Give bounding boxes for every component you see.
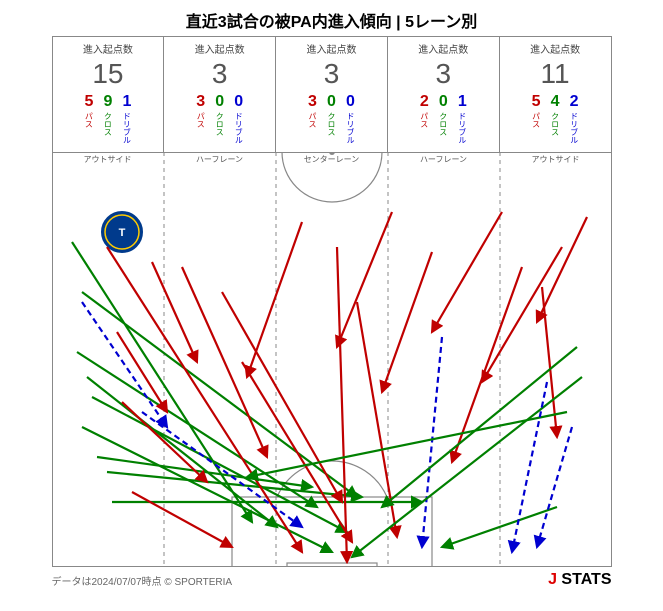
lane-header: 進入起点数 (502, 41, 609, 56)
breakdown-value: 5 (532, 94, 541, 110)
breakdown-label: ドリブル (233, 112, 244, 144)
lane-breakdown: 2 パス 0 クロス 1 ドリブル (390, 94, 497, 144)
breakdown-value: 3 (196, 94, 205, 110)
lane-total: 3 (278, 58, 385, 90)
lane-stat: 進入起点数 3 3 パス 0 クロス 0 ドリブル (276, 37, 388, 152)
breakdown-label: ドリブル (121, 112, 132, 144)
lane-total: 11 (502, 58, 609, 90)
lane-header: 進入起点数 (55, 41, 162, 56)
arrow-cross (382, 347, 577, 507)
breakdown-cross: 9 クロス (102, 94, 113, 144)
lane-stat: 進入起点数 15 5 パス 9 クロス 1 ドリブル (53, 37, 165, 152)
breakdown-value: 0 (346, 94, 355, 110)
breakdown-label: クロス (326, 112, 337, 136)
lane-stats-row: 進入起点数155パス9クロス1ドリブル進入起点数33パス0クロス0ドリブル進入起… (52, 36, 612, 152)
breakdown-value: 0 (215, 94, 224, 110)
lane-stat: 進入起点数 3 2 パス 0 クロス 1 ドリブル (388, 37, 500, 152)
arrow-pass (117, 332, 167, 412)
arrow-pass (247, 222, 302, 377)
svg-text:T: T (118, 227, 125, 239)
arrow-pass (337, 247, 347, 562)
lane-breakdown: 3 パス 0 クロス 0 ドリブル (166, 94, 273, 144)
breakdown-pass: 2 パス (419, 94, 430, 144)
breakdown-label: ドリブル (345, 112, 356, 144)
breakdown-label: ドリブル (457, 112, 468, 144)
lane-breakdown: 5 パス 9 クロス 1 ドリブル (55, 94, 162, 144)
chart-container: 直近3試合の被PA内進入傾向 | 5レーン別 進入起点数155パス9クロス1ドリ… (0, 0, 663, 611)
arrow-pass (152, 262, 197, 362)
chart-title: 直近3試合の被PA内進入傾向 | 5レーン別 (0, 0, 663, 36)
logo-j: J (548, 571, 557, 588)
breakdown-label: パス (531, 112, 542, 128)
arrow-cross (82, 292, 357, 497)
breakdown-cross: 0 クロス (214, 94, 225, 144)
pitch-wrap: アウトサイドハーフレーンセンターレーンハーフレーンアウトサイド T (52, 152, 612, 567)
arrow-pass (122, 402, 207, 482)
breakdown-label: クロス (102, 112, 113, 136)
breakdown-dribble: 1 ドリブル (121, 94, 132, 144)
breakdown-value: 5 (84, 94, 93, 110)
breakdown-label: クロス (214, 112, 225, 136)
breakdown-value: 0 (234, 94, 243, 110)
breakdown-pass: 5 パス (83, 94, 94, 144)
arrow-cross (352, 377, 582, 557)
pitch-svg: T (52, 152, 612, 567)
breakdown-cross: 0 クロス (326, 94, 337, 144)
lane-total: 3 (166, 58, 273, 90)
arrow-pass (132, 492, 232, 547)
breakdown-label: パス (419, 112, 430, 128)
lane-total: 15 (55, 58, 162, 90)
arrow-pass (537, 217, 587, 322)
breakdown-cross: 4 クロス (550, 94, 561, 144)
breakdown-value: 0 (439, 94, 448, 110)
breakdown-label: パス (83, 112, 94, 128)
arrow-cross (87, 377, 277, 527)
breakdown-pass: 3 パス (307, 94, 318, 144)
breakdown-cross: 0 クロス (438, 94, 449, 144)
lane-breakdown: 3 パス 0 クロス 0 ドリブル (278, 94, 385, 144)
breakdown-pass: 3 パス (195, 94, 206, 144)
footer-note: データは2024/07/07時点 © SPORTERIA (52, 573, 233, 588)
breakdown-value: 4 (551, 94, 560, 110)
lane-total: 3 (390, 58, 497, 90)
lane-header: 進入起点数 (166, 41, 273, 56)
breakdown-dribble: 0 ドリブル (233, 94, 244, 144)
lane-stat: 進入起点数 11 5 パス 4 クロス 2 ドリブル (500, 37, 611, 152)
arrow-pass (337, 212, 392, 347)
stats-logo: J STATS (548, 571, 611, 589)
arrow-pass (382, 252, 432, 392)
breakdown-value: 0 (327, 94, 336, 110)
breakdown-dribble: 1 ドリブル (457, 94, 468, 144)
arrow-pass (432, 212, 502, 332)
arrow-dribble (537, 427, 572, 547)
logo-text: STATS (557, 571, 612, 588)
footer: データは2024/07/07時点 © SPORTERIA J STATS (52, 571, 612, 589)
breakdown-value: 2 (420, 94, 429, 110)
breakdown-label: パス (195, 112, 206, 128)
lane-header: 進入起点数 (390, 41, 497, 56)
breakdown-label: ドリブル (569, 112, 580, 144)
breakdown-dribble: 0 ドリブル (345, 94, 356, 144)
breakdown-label: クロス (550, 112, 561, 136)
breakdown-value: 2 (570, 94, 579, 110)
breakdown-label: クロス (438, 112, 449, 136)
breakdown-pass: 5 パス (531, 94, 542, 144)
breakdown-value: 1 (122, 94, 131, 110)
lane-header: 進入起点数 (278, 41, 385, 56)
lane-breakdown: 5 パス 4 クロス 2 ドリブル (502, 94, 609, 144)
breakdown-label: パス (307, 112, 318, 128)
breakdown-value: 3 (308, 94, 317, 110)
breakdown-value: 1 (458, 94, 467, 110)
breakdown-value: 9 (103, 94, 112, 110)
breakdown-dribble: 2 ドリブル (569, 94, 580, 144)
lane-stat: 進入起点数 3 3 パス 0 クロス 0 ドリブル (164, 37, 276, 152)
